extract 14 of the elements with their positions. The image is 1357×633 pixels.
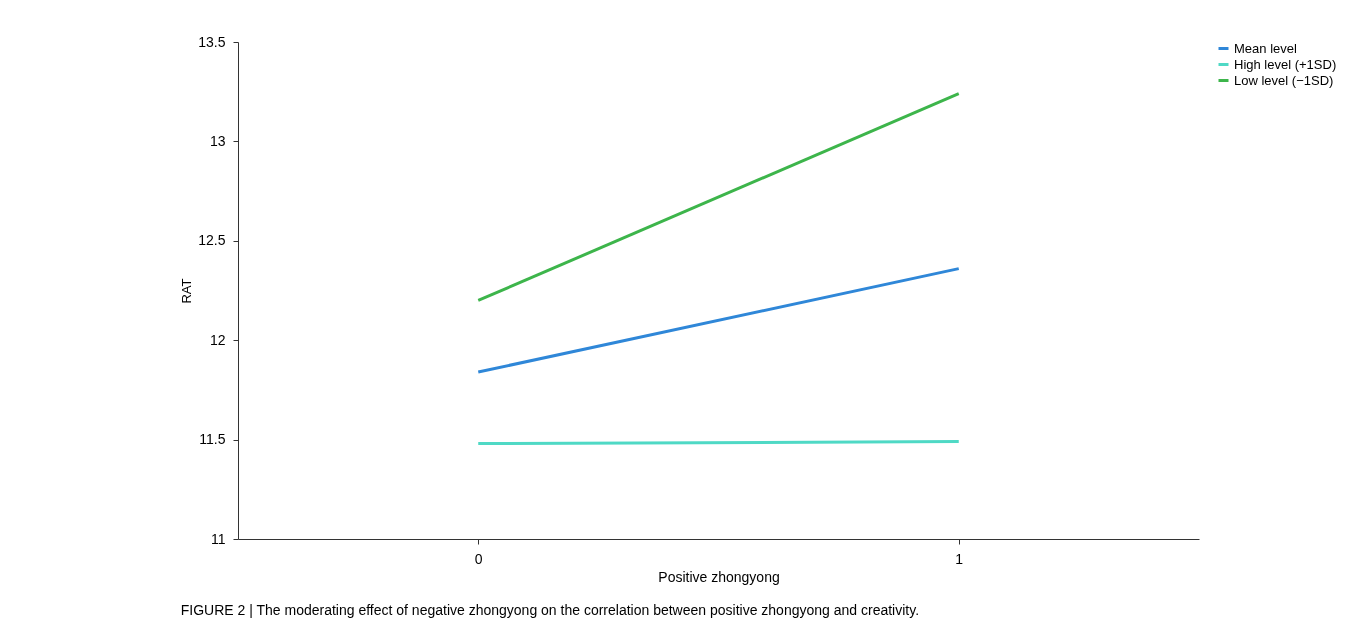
y-tick-label: 11 <box>210 530 226 547</box>
y-tick-label: 13 <box>209 132 226 149</box>
y-tick-label: 12.5 <box>198 232 226 249</box>
x-axis-title: Positive zhongyong <box>658 568 780 585</box>
legend-label: High level (+1SD) <box>1234 56 1337 72</box>
x-tick-label: 0 <box>474 550 483 567</box>
caption: FIGURE 2 | The moderating effect of negative zhongyong on the correlation between positive zhongyong and creativity. <box>180 602 920 618</box>
legend-label: Low level (−1SD) <box>1234 72 1334 88</box>
x-tick-label: 1 <box>955 550 964 567</box>
y-tick-label: 12 <box>209 331 226 348</box>
y-tick-label: 13.5 <box>198 33 226 50</box>
y-axis-title: RAT <box>179 278 195 304</box>
y-tick-label: 11.5 <box>199 431 226 448</box>
legend-label: Mean level <box>1234 40 1297 56</box>
